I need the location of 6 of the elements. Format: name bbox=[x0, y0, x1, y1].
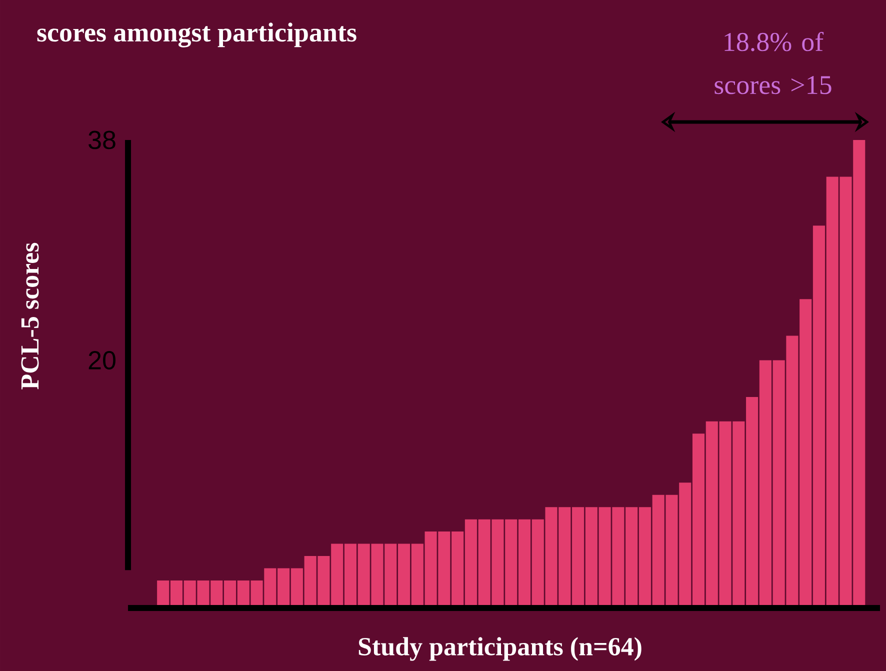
y-tick-label: 20 bbox=[88, 351, 116, 370]
y-axis-title: PCL-5 scores bbox=[21, 242, 39, 390]
y-tick-label: 38 bbox=[88, 130, 116, 150]
chart-title: scores amongst participants bbox=[37, 22, 356, 48]
text: 18.8% of scores >15 bbox=[714, 32, 832, 94]
x-axis-title: Study participants (n=64) bbox=[358, 637, 642, 661]
